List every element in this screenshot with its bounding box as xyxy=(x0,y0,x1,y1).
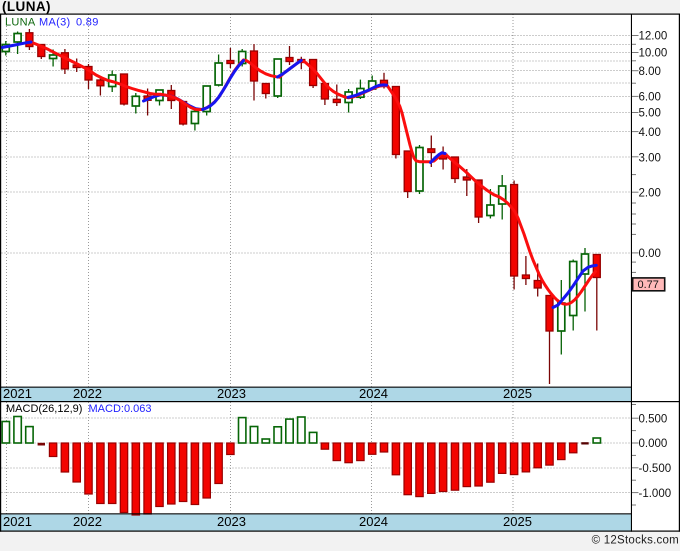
svg-text:10.00: 10.00 xyxy=(639,48,668,60)
svg-text:© 12Stocks.com: © 12Stocks.com xyxy=(592,535,679,547)
svg-text:2023: 2023 xyxy=(217,386,246,401)
svg-text:12.00: 12.00 xyxy=(639,31,668,43)
svg-text:MA(3): MA(3) xyxy=(39,17,70,29)
svg-text:6.00: 6.00 xyxy=(639,92,661,104)
svg-text:2025: 2025 xyxy=(503,386,532,401)
svg-text:-0.500: -0.500 xyxy=(639,463,672,475)
svg-text:(LUNA): (LUNA) xyxy=(2,0,51,14)
svg-text:MACD(26,12,9): MACD(26,12,9) xyxy=(6,403,82,415)
svg-text:0.89: 0.89 xyxy=(76,17,99,29)
svg-text:2021: 2021 xyxy=(3,386,32,401)
svg-text:2024: 2024 xyxy=(359,514,388,529)
svg-text:-1.000: -1.000 xyxy=(639,488,672,500)
svg-text:0.77: 0.77 xyxy=(638,279,659,291)
svg-text:MACD:0.063: MACD:0.063 xyxy=(89,403,152,415)
svg-text:0.00: 0.00 xyxy=(639,248,661,260)
svg-text:4.00: 4.00 xyxy=(639,127,661,139)
svg-text:LUNA: LUNA xyxy=(5,17,36,29)
svg-text:2025: 2025 xyxy=(503,514,532,529)
svg-text:0.000: 0.000 xyxy=(639,438,668,450)
svg-text:5.00: 5.00 xyxy=(639,108,661,120)
svg-text:2024: 2024 xyxy=(359,386,388,401)
svg-text:2023: 2023 xyxy=(217,514,246,529)
svg-text:3.00: 3.00 xyxy=(639,153,661,165)
svg-text:2022: 2022 xyxy=(73,386,102,401)
svg-text:2022: 2022 xyxy=(73,514,102,529)
svg-text:0.500: 0.500 xyxy=(639,413,668,425)
svg-text:2021: 2021 xyxy=(3,514,32,529)
svg-text:8.00: 8.00 xyxy=(639,66,661,78)
svg-text:2.00: 2.00 xyxy=(639,187,661,199)
